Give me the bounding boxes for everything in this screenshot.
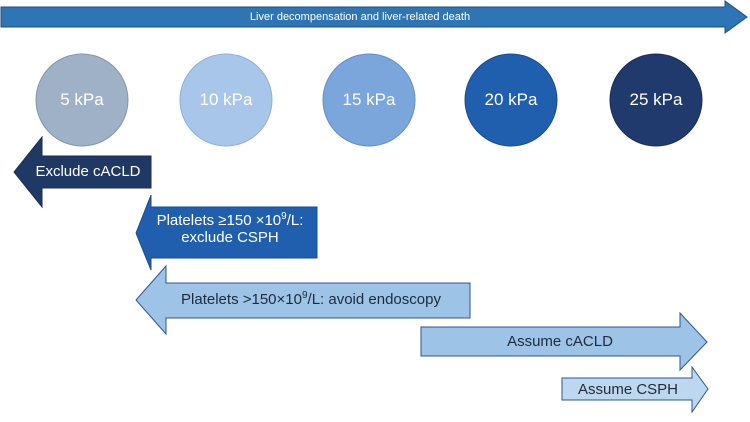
- exclude-cacld-label: Exclude cACLD: [35, 163, 141, 180]
- circle-10-kpa: [179, 53, 273, 147]
- exclude-csph-line2: exclude CSPH: [181, 229, 279, 247]
- circle-5-kpa: [35, 53, 129, 147]
- circle-label-25-kpa: 25 kPa: [629, 90, 683, 109]
- assume-csph-label: Assume CSPH: [577, 381, 679, 398]
- avoid-endoscopy-label: Platelets >150×109/L: avoid endoscopy: [181, 290, 441, 309]
- exclude-csph-label: Platelets ≥150 ×109/L: exclude CSPH: [144, 212, 316, 247]
- circle-label-20-kpa: 20 kPa: [484, 90, 538, 109]
- timeline-label: Liver decompensation and liver-related d…: [249, 11, 471, 23]
- circle-20-kpa: [464, 53, 558, 147]
- assume-cacld-arrow: [420, 311, 708, 372]
- circle-25-kpa: [609, 53, 703, 147]
- circle-label-5-kpa: 5 kPa: [60, 90, 104, 109]
- circle-15-kpa: [322, 53, 416, 147]
- assume-cacld-label: Assume cACLD: [507, 333, 613, 350]
- circle-label-15-kpa: 15 kPa: [342, 90, 396, 109]
- exclude-csph-arrow: [135, 194, 318, 271]
- exclude-cacld-arrow: [13, 135, 152, 209]
- avoid-endoscopy-arrow: [135, 264, 471, 336]
- circle-label-10-kpa: 10 kPa: [199, 90, 253, 109]
- timeline-arrow: [0, 0, 748, 34]
- exclude-csph-line1: Platelets ≥150 ×109/L:: [156, 211, 304, 230]
- assume-csph-arrow: [561, 365, 709, 414]
